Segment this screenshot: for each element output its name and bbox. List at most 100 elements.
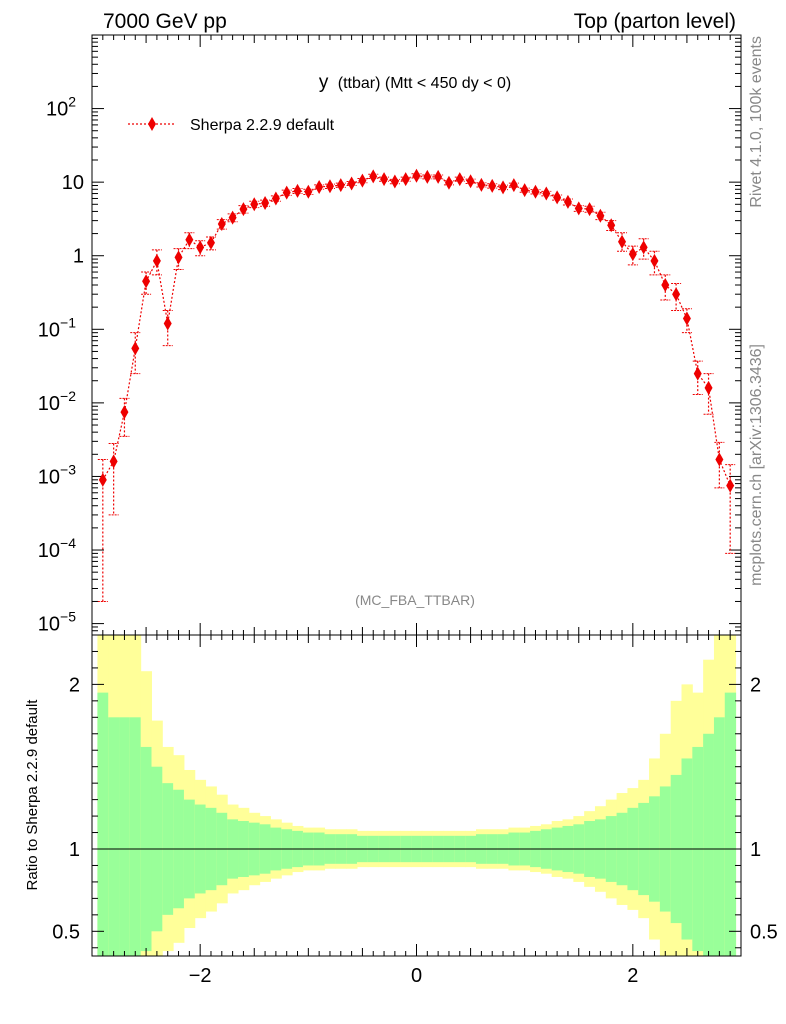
data-point: [704, 380, 713, 395]
ratio-frame: [91, 634, 742, 957]
ytick-exponent: −3: [60, 461, 76, 477]
main-ytick-label: 10: [62, 172, 84, 194]
ytick-exponent: −5: [60, 609, 76, 625]
data-point: [628, 247, 637, 262]
data-point: [434, 169, 443, 184]
data-point: [217, 216, 226, 231]
data-point: [174, 250, 183, 265]
ratio-inner-band-bin: [703, 733, 715, 956]
data-point: [596, 208, 605, 223]
data-point: [142, 274, 151, 289]
ratio-ytick-label-left: 1: [69, 839, 80, 861]
mcplots-label: mcplots.cern.ch [arXiv:1306.3436]: [748, 344, 765, 586]
ratio-ytick-label-left: 2: [69, 674, 80, 696]
ratio-inner-band-bin: [724, 692, 737, 956]
data-point: [196, 240, 205, 255]
data-point: [455, 172, 464, 187]
ytick-exponent: −2: [60, 388, 76, 404]
data-point: [228, 210, 237, 225]
data-point: [509, 178, 518, 193]
data-point: [650, 253, 659, 268]
data-point: [693, 366, 702, 381]
legend-entry-label: Sherpa 2.2.9 default: [190, 117, 335, 134]
data-point: [574, 201, 583, 216]
data-point: [585, 202, 594, 217]
ratio-inner-band-bin: [713, 717, 726, 956]
ratio-bands: [97, 635, 737, 956]
ytick-base: 10: [38, 393, 60, 415]
xtick-label: 2: [627, 965, 638, 987]
data-point: [163, 316, 172, 331]
ytick-exponent: 2: [68, 94, 76, 110]
data-point: [380, 172, 389, 187]
data-point: [336, 178, 345, 193]
series-line: [102, 175, 731, 486]
main-ytick-label: 10−4: [38, 535, 76, 562]
ratio-inner-band-bin: [119, 717, 131, 956]
ytick-base: 10: [38, 466, 60, 488]
data-point: [531, 184, 540, 199]
plot-title-main: y: [319, 72, 329, 93]
xtick-label: −2: [189, 965, 212, 987]
ratio-axis-ticks: [91, 634, 742, 956]
data-point: [347, 176, 356, 191]
data-point: [206, 235, 215, 250]
data-point: [239, 202, 248, 217]
ytick-base: 10: [38, 319, 60, 341]
main-ytick-label: 10−5: [38, 609, 76, 636]
xtick-label: 0: [411, 965, 422, 987]
ratio-inner-band-bin: [129, 717, 142, 956]
data-point: [293, 183, 302, 198]
data-point: [682, 311, 691, 326]
ytick-exponent: −4: [60, 535, 76, 551]
data-point: [358, 173, 367, 188]
ratio-ylabel: Ratio to Sherpa 2.2.9 default: [24, 699, 41, 891]
ratio-ytick-labels: 0.5 0.5 1 1 2 2: [52, 674, 778, 943]
header-left-label: 7000 GeV pp: [103, 10, 227, 33]
data-point: [185, 232, 194, 247]
data-point: [726, 478, 735, 493]
ytick-exponent: −1: [60, 314, 76, 330]
data-point: [563, 194, 572, 209]
data-point: [639, 240, 648, 255]
data-point: [131, 341, 140, 356]
data-point: [715, 452, 724, 467]
data-point: [553, 190, 562, 205]
plot-title: y (ttbar) (Mtt < 450 dy < 0): [319, 72, 511, 93]
ytick-base: 10: [46, 99, 68, 121]
data-point: [499, 180, 508, 195]
plot-title-rest: (ttbar) (Mtt < 450 dy < 0): [338, 75, 511, 92]
header-right-label: Top (parton level): [574, 10, 736, 33]
data-point: [120, 405, 129, 420]
data-point: [261, 196, 270, 211]
ratio-inner-band-bin: [97, 692, 109, 956]
data-point: [315, 179, 324, 194]
data-point: [520, 183, 529, 198]
data-point: [661, 278, 670, 293]
legend: Sherpa 2.2.9 default: [128, 117, 335, 134]
ratio-plot-panel: 0.5 0.5 1 1 2 2 −2 0 2 Ratio to Sherpa 2.2.9 de…: [24, 634, 778, 987]
main-ytick-label: 10−3: [38, 461, 76, 488]
rivet-version-label: Rivet 4.1.0, 100k events: [748, 36, 765, 208]
data-point: [412, 168, 421, 183]
data-point: [477, 177, 486, 192]
xtick-labels: −2 0 2: [189, 965, 639, 987]
data-point: [542, 186, 551, 201]
ratio-inner-band-bin: [108, 717, 120, 956]
main-ytick-label: 10−2: [38, 388, 76, 415]
ytick-base: 10: [62, 172, 84, 194]
data-point: [390, 174, 399, 189]
data-point: [488, 178, 497, 193]
ytick-base: 10: [38, 540, 60, 562]
data-point: [466, 174, 475, 189]
data-point: [152, 253, 161, 268]
ytick-base: 1: [73, 246, 84, 268]
data-point: [282, 185, 291, 200]
data-point: [607, 218, 616, 233]
main-axis-ticks: [91, 34, 742, 636]
main-ytick-label: 1: [73, 246, 84, 268]
watermark-label: (MC_FBA_TTBAR): [355, 592, 475, 608]
main-ytick-label: 102: [46, 94, 76, 121]
